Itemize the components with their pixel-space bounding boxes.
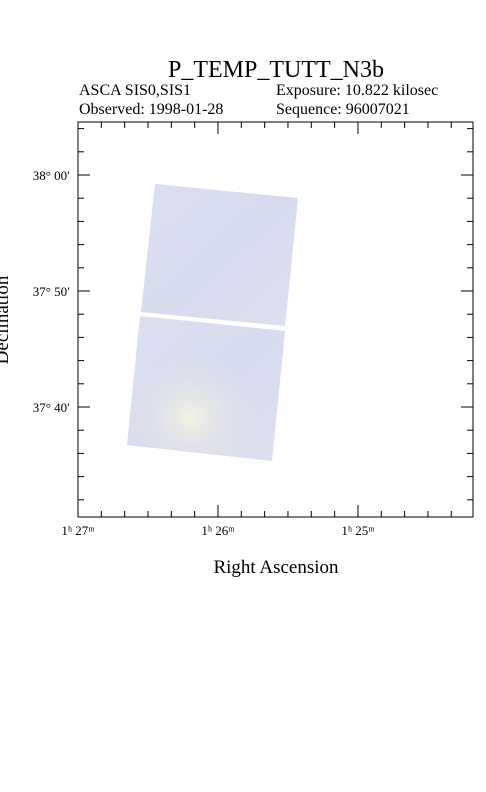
plot-frame [77,121,474,518]
sequence: Sequence: 96007021 [276,101,410,118]
observed: Observed: 1998-01-28 [79,101,223,118]
image-bright-region [127,316,285,461]
y-tick-label: 37° 40′ [33,400,70,415]
title: P_TEMP_TUTT_N3b [168,57,384,83]
y-tick-label: 37° 50′ [33,284,70,299]
x-tick-label: 1ʰ 25ᵐ [341,523,375,538]
exposure: Exposure: 10.822 kilosec [276,82,438,99]
instrument: ASCA SIS0,SIS1 [79,82,191,99]
y-tick-label: 38° 00′ [33,168,70,183]
frame-ticks [77,122,473,517]
x-axis-label: Right Ascension [213,557,339,578]
image-upper [141,184,298,326]
y-axis-label: Declination [0,275,13,364]
x-tick-label: 1ʰ 26ᵐ [201,523,235,538]
x-tick-label: 1ʰ 27ᵐ [61,523,95,538]
